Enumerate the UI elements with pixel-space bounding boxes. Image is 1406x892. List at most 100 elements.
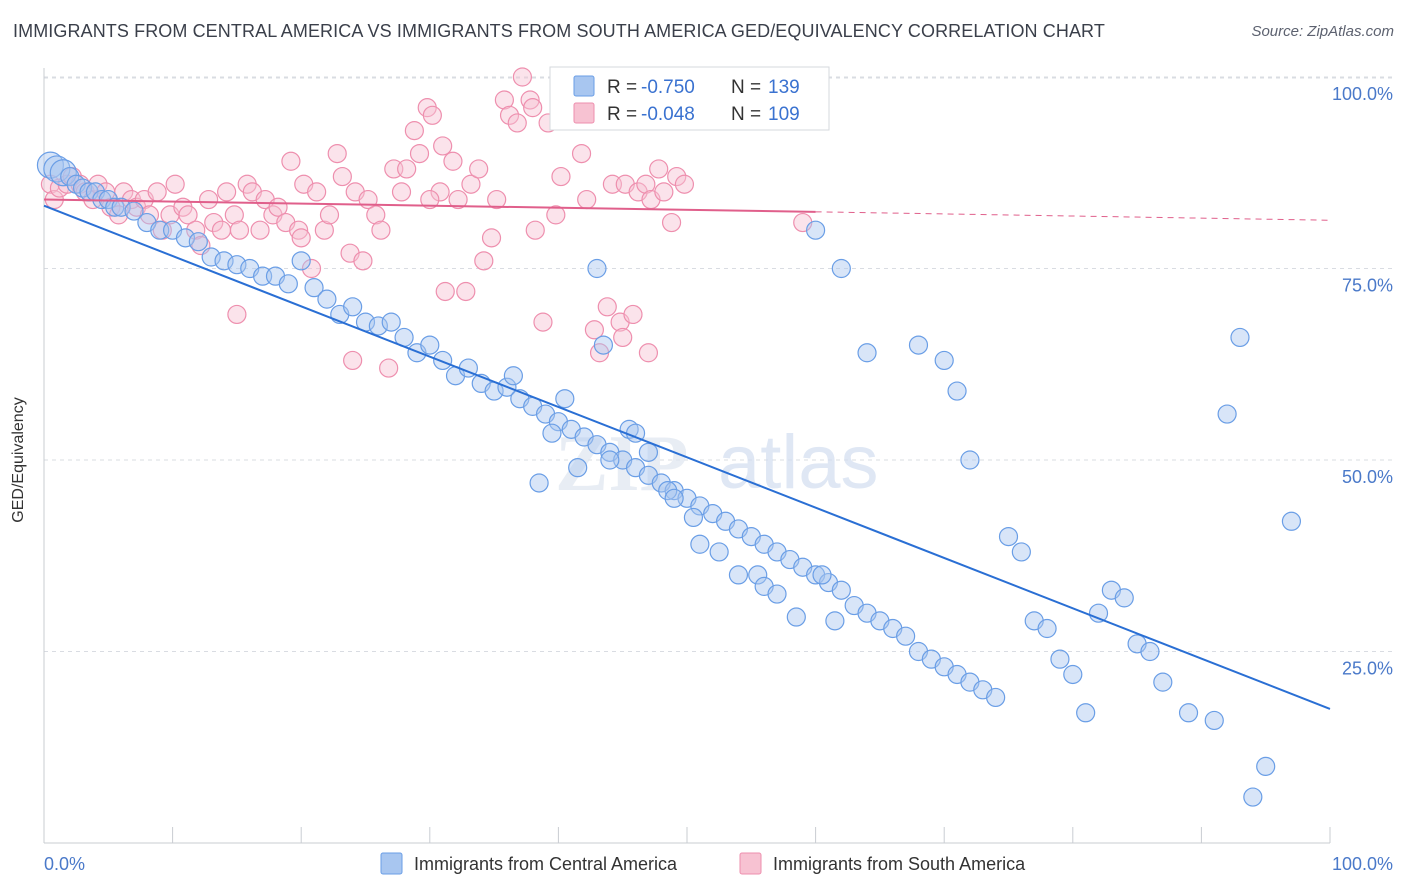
central-america-point xyxy=(690,534,710,554)
trend-lines xyxy=(43,198,1331,710)
central-america-point xyxy=(1204,710,1224,731)
south-america-point xyxy=(674,174,695,194)
south-america-point xyxy=(199,189,219,210)
south-america-point xyxy=(551,166,571,187)
central-america-point xyxy=(960,450,980,470)
central-america-point xyxy=(683,507,704,528)
central-america-point xyxy=(1050,649,1070,669)
south-america-point xyxy=(430,182,450,202)
legend-r-value: -0.750 xyxy=(641,77,695,98)
south-america-point xyxy=(523,98,543,118)
south-america-point xyxy=(420,189,440,210)
south-america-point xyxy=(186,220,206,240)
central-america-point xyxy=(1243,787,1263,807)
central-america-point xyxy=(1076,703,1096,723)
south-america-point xyxy=(649,159,669,179)
central-america-point xyxy=(227,255,247,275)
central-america-points xyxy=(36,151,1302,807)
south-america-point xyxy=(301,258,322,279)
legend-label-central: Immigrants from Central America xyxy=(414,854,678,874)
legend-n-value: 139 xyxy=(768,77,800,98)
south-america-point xyxy=(379,358,399,378)
central-america-point xyxy=(908,335,929,355)
central-america-point xyxy=(105,197,125,217)
central-america-point xyxy=(638,442,659,462)
central-america-point xyxy=(304,278,324,298)
south-america-point xyxy=(371,220,391,240)
south-america-point xyxy=(507,113,527,133)
central-america-point xyxy=(214,251,234,271)
y-tick-label: 50.0% xyxy=(1342,467,1393,487)
central-america-point xyxy=(767,584,787,604)
south-america-points xyxy=(40,67,813,378)
south-america-point xyxy=(546,205,566,225)
south-america-point xyxy=(291,228,311,248)
south-america-point xyxy=(250,220,270,240)
south-america-point xyxy=(520,90,540,110)
central-america-point xyxy=(825,611,845,631)
watermark-atlas: atlas xyxy=(718,420,879,505)
south-america-point xyxy=(636,174,656,194)
central-america-point xyxy=(805,220,826,240)
central-america-point xyxy=(420,335,440,355)
south-america-point xyxy=(461,174,481,194)
south-america-point xyxy=(211,220,232,240)
y-tick-label: 25.0% xyxy=(1342,659,1393,679)
central-america-point xyxy=(503,366,523,386)
central-america-point xyxy=(600,450,620,470)
south-america-point xyxy=(314,220,334,240)
south-america-point xyxy=(474,251,494,271)
south-america-point xyxy=(481,228,502,248)
central-america-point xyxy=(812,565,832,585)
x-tick-label: 100.0% xyxy=(1332,854,1393,874)
central-america-point xyxy=(1281,511,1302,531)
south-america-point xyxy=(654,182,674,202)
south-america-point xyxy=(204,212,224,233)
central-america-point xyxy=(1088,603,1109,623)
central-america-point xyxy=(1217,404,1237,424)
south-america-point xyxy=(404,121,424,141)
central-america-point xyxy=(934,350,954,371)
central-america-trend xyxy=(43,204,1331,710)
south-america-point xyxy=(638,343,659,363)
central-america-point xyxy=(593,335,614,355)
south-america-point xyxy=(584,320,605,340)
central-america-point xyxy=(1256,756,1276,777)
south-america-point xyxy=(147,182,167,202)
central-america-point xyxy=(587,258,607,279)
central-america-point xyxy=(343,297,363,317)
south-america-point xyxy=(435,281,455,302)
legend-n-label: N = xyxy=(731,104,761,125)
central-america-point xyxy=(542,423,562,443)
central-america-point xyxy=(728,565,749,585)
central-america-point xyxy=(786,607,806,627)
south-america-point xyxy=(332,166,352,187)
south-america-point xyxy=(623,304,643,325)
legend-r-label: R = xyxy=(607,104,637,125)
south-america-trend xyxy=(43,198,816,213)
south-america-point xyxy=(327,144,347,164)
axes: 25.0% 50.0% 75.0% 100.0% 0.0% 100.0% xyxy=(43,68,1393,874)
south-america-point xyxy=(433,136,453,156)
source-credit: Source: ZipAtlas.com xyxy=(1251,23,1394,40)
y-tick-label: 75.0% xyxy=(1342,276,1393,296)
central-america-point xyxy=(1114,588,1134,608)
south-america-point xyxy=(139,205,160,225)
legend-r-value: -0.048 xyxy=(641,104,695,125)
legend-box xyxy=(549,66,830,131)
central-america-point xyxy=(831,258,851,279)
central-america-point xyxy=(709,542,729,562)
x-tick-label: 0.0% xyxy=(44,854,85,874)
central-america-point xyxy=(658,481,678,501)
central-america-point xyxy=(1037,618,1057,639)
south-america-point xyxy=(571,144,592,164)
south-america-point xyxy=(343,350,363,371)
central-america-point xyxy=(278,274,298,294)
central-america-point xyxy=(748,565,768,585)
central-america-point xyxy=(291,251,311,271)
south-america-point xyxy=(409,144,430,164)
south-america-point xyxy=(217,182,237,202)
central-america-point xyxy=(896,626,916,646)
south-america-point xyxy=(178,205,198,225)
